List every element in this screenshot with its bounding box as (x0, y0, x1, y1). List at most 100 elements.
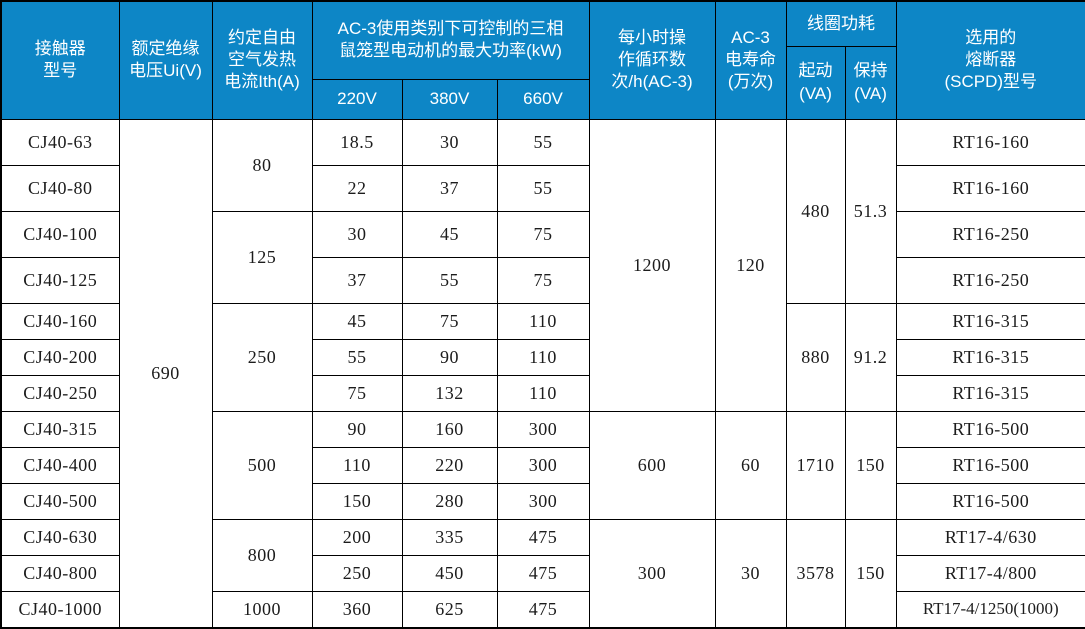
power-380v-cell: 280 (401, 482, 498, 520)
model-cell: CJ40-1000 (0, 590, 120, 629)
electrical-life-cell: 120 (714, 118, 787, 412)
fuse-cell: RT16-160 (895, 118, 1085, 166)
fuse-cell: RT16-315 (895, 374, 1085, 412)
power-380v-cell: 30 (401, 118, 498, 166)
power-660v-cell: 475 (496, 554, 590, 592)
model-cell: CJ40-125 (0, 256, 120, 304)
table-row: CJ40-200 55 90 110 RT16-315 (0, 338, 1085, 376)
table-row: CJ40-160 250 45 75 110 880 91.2 RT16-315 (0, 302, 1085, 412)
model-cell: CJ40-400 (0, 446, 120, 484)
thermal-current-cell: 80 (211, 118, 313, 212)
electrical-life-cell: 30 (714, 518, 787, 629)
insulation-voltage-cell: 690 (118, 118, 213, 629)
coil-start-cell: 3578 (785, 518, 846, 629)
header-row: 220V 380V 660V (1, 78, 1085, 120)
power-380v-cell: 450 (401, 554, 498, 592)
power-660v-cell: 475 (496, 590, 590, 629)
header-coil-starting-va: 起动 (VA) (785, 45, 846, 120)
power-220v-cell: 360 (311, 590, 403, 629)
power-660v-cell: 55 (496, 118, 590, 166)
power-660v-cell: 300 (496, 446, 590, 484)
table-row: CJ40-100 125 30 45 75 RT16-250 (0, 210, 1085, 304)
power-660v-cell: 110 (496, 302, 590, 340)
table-header: 接触器 型号 额定绝缘 电压Ui(V) 约定自由 空气发热 电流Ith(A) AC-3… (0, 0, 1085, 120)
power-380v-cell: 45 (401, 210, 498, 258)
coil-start-cell: 1710 (785, 410, 846, 520)
power-220v-cell: 110 (311, 446, 403, 484)
model-cell: CJ40-80 (0, 164, 120, 212)
header-ac3-max-motor-power: AC-3使用类别下可控制的三相 鼠笼型电动机的最大功率(kW) (311, 0, 590, 80)
table-row: CJ40-500 150 280 300 RT16-500 (0, 482, 1085, 520)
table-row: CJ40-250 75 132 110 RT16-315 (0, 374, 1085, 412)
table-row: CJ40-400 110 220 300 RT16-500 (0, 446, 1085, 484)
table-row: CJ40-63 690 80 18.5 30 55 1200 120 480 51.3 RT16-1… (0, 118, 1085, 629)
power-380v-cell: 37 (401, 164, 498, 212)
power-220v-cell: 37 (311, 256, 403, 304)
thermal-current-cell: 800 (211, 518, 313, 592)
header-ac3-electrical-life: AC-3 电寿命 (万次) (714, 0, 787, 120)
electrical-life-cell: 60 (714, 410, 787, 520)
table-row: CJ40-315 500 90 160 300 600 60 1710 150 RT16-500 (0, 410, 1085, 520)
power-380v-cell: 625 (401, 590, 498, 629)
thermal-current-cell: 500 (211, 410, 313, 520)
power-220v-cell: 30 (311, 210, 403, 258)
model-cell: CJ40-630 (0, 518, 120, 556)
power-660v-cell: 75 (496, 210, 590, 258)
table-row: CJ40-630 800 200 335 475 300 30 3578 150 RT17-4/6… (0, 518, 1085, 629)
model-cell: CJ40-100 (0, 210, 120, 258)
power-380v-cell: 90 (401, 338, 498, 376)
model-cell: CJ40-250 (0, 374, 120, 412)
power-220v-cell: 18.5 (311, 118, 403, 166)
coil-start-cell: 480 (785, 118, 846, 304)
power-380v-cell: 220 (401, 446, 498, 484)
table-row: CJ40-80 22 37 55 RT16-160 (0, 164, 1085, 212)
model-cell: CJ40-500 (0, 482, 120, 520)
coil-start-cell: 880 (785, 302, 846, 412)
coil-hold-cell: 91.2 (844, 302, 897, 412)
header-voltage-660v: 660V (496, 78, 590, 120)
table-row: CJ40-1000 1000 360 625 475 RT17-4/1250(1000) (0, 590, 1085, 629)
fuse-cell: RT16-500 (895, 482, 1085, 520)
coil-hold-cell: 51.3 (844, 118, 897, 304)
fuse-cell: RT17-4/630 (895, 518, 1085, 556)
power-220v-cell: 22 (311, 164, 403, 212)
model-cell: CJ40-63 (0, 118, 120, 166)
power-660v-cell: 75 (496, 256, 590, 304)
power-660v-cell: 300 (496, 410, 590, 448)
fuse-cell: RT16-315 (895, 338, 1085, 376)
fuse-cell: RT16-315 (895, 302, 1085, 340)
header-row: 起动 (VA) 保持 (VA) (1, 45, 1085, 120)
coil-hold-cell: 150 (844, 518, 897, 629)
fuse-cell: RT16-160 (895, 164, 1085, 212)
power-220v-cell: 150 (311, 482, 403, 520)
model-cell: CJ40-200 (0, 338, 120, 376)
model-cell: CJ40-315 (0, 410, 120, 448)
cycles-cell: 300 (588, 518, 716, 629)
power-220v-cell: 90 (311, 410, 403, 448)
header-selected-fuse-scpd-model: 选用的 熔断器 (SCPD)型号 (895, 0, 1085, 120)
header-coil-holding-va: 保持 (VA) (844, 45, 897, 120)
table-body: CJ40-63 690 80 18.5 30 55 1200 120 480 51.3 RT16-1… (0, 118, 1085, 629)
power-380v-cell: 132 (401, 374, 498, 412)
power-220v-cell: 200 (311, 518, 403, 556)
header-contactor-model: 接触器 型号 (0, 0, 120, 120)
table-row: CJ40-125 37 55 75 RT16-250 (0, 256, 1085, 304)
power-380v-cell: 160 (401, 410, 498, 448)
header-operating-cycles-per-hour: 每小时操 作循环数 次/h(AC-3) (588, 0, 716, 120)
header-conventional-free-air-thermal-current: 约定自由 空气发热 电流Ith(A) (211, 0, 313, 120)
power-380v-cell: 335 (401, 518, 498, 556)
power-220v-cell: 75 (311, 374, 403, 412)
model-cell: CJ40-160 (0, 302, 120, 340)
header-row: 接触器 型号 额定绝缘 电压Ui(V) 约定自由 空气发热 电流Ith(A) AC-3… (0, 0, 1085, 120)
cycles-cell: 600 (588, 410, 716, 520)
fuse-cell: RT17-4/800 (895, 554, 1085, 592)
power-660v-cell: 475 (496, 518, 590, 556)
header-voltage-220v: 220V (311, 78, 403, 120)
power-220v-cell: 55 (311, 338, 403, 376)
cycles-cell: 1200 (588, 118, 716, 412)
power-380v-cell: 55 (401, 256, 498, 304)
model-cell: CJ40-800 (0, 554, 120, 592)
fuse-cell: RT16-500 (895, 446, 1085, 484)
